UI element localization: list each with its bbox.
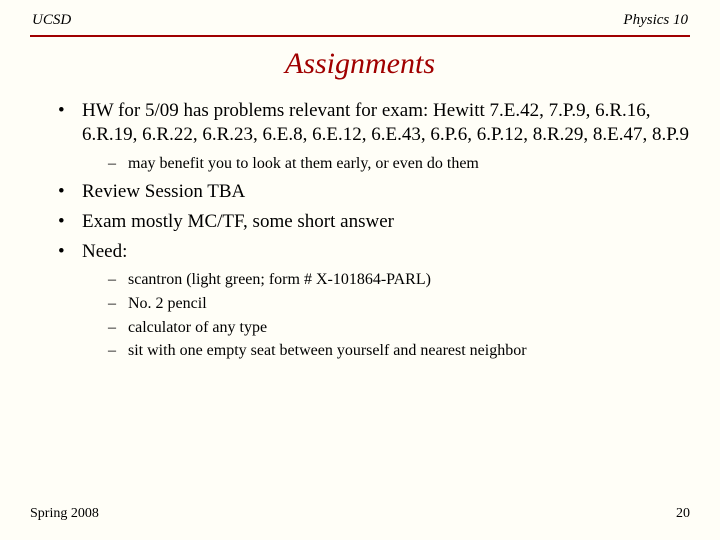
list-item: Review Session TBA bbox=[58, 180, 690, 204]
sub-item: may benefit you to look at them early, o… bbox=[108, 153, 690, 175]
header-right: Physics 10 bbox=[623, 12, 688, 29]
header-left: UCSD bbox=[32, 12, 71, 29]
sub-item: calculator of any type bbox=[108, 317, 690, 339]
footer-left: Spring 2008 bbox=[30, 506, 99, 522]
sub-list: may benefit you to look at them early, o… bbox=[82, 153, 690, 175]
bullet-text: HW for 5/09 has problems relevant for ex… bbox=[82, 100, 689, 145]
slide: UCSD Physics 10 Assignments HW for 5/09 … bbox=[0, 0, 720, 540]
header-divider bbox=[30, 35, 690, 37]
list-item: HW for 5/09 has problems relevant for ex… bbox=[58, 99, 690, 174]
sub-list: scantron (light green; form # X-101864-P… bbox=[82, 269, 690, 361]
sub-item: sit with one empty seat between yourself… bbox=[108, 340, 690, 362]
bullet-text: Exam mostly MC/TF, some short answer bbox=[82, 211, 394, 232]
slide-title: Assignments bbox=[30, 47, 690, 81]
sub-item: scantron (light green; form # X-101864-P… bbox=[108, 269, 690, 291]
header: UCSD Physics 10 bbox=[30, 12, 690, 35]
list-item: Need: scantron (light green; form # X-10… bbox=[58, 240, 690, 362]
sub-item: No. 2 pencil bbox=[108, 293, 690, 315]
list-item: Exam mostly MC/TF, some short answer bbox=[58, 210, 690, 234]
bullet-text: Need: bbox=[82, 241, 127, 262]
footer-right: 20 bbox=[676, 506, 690, 522]
footer: Spring 2008 20 bbox=[30, 506, 690, 522]
bullet-list: HW for 5/09 has problems relevant for ex… bbox=[30, 99, 690, 362]
bullet-text: Review Session TBA bbox=[82, 181, 245, 202]
